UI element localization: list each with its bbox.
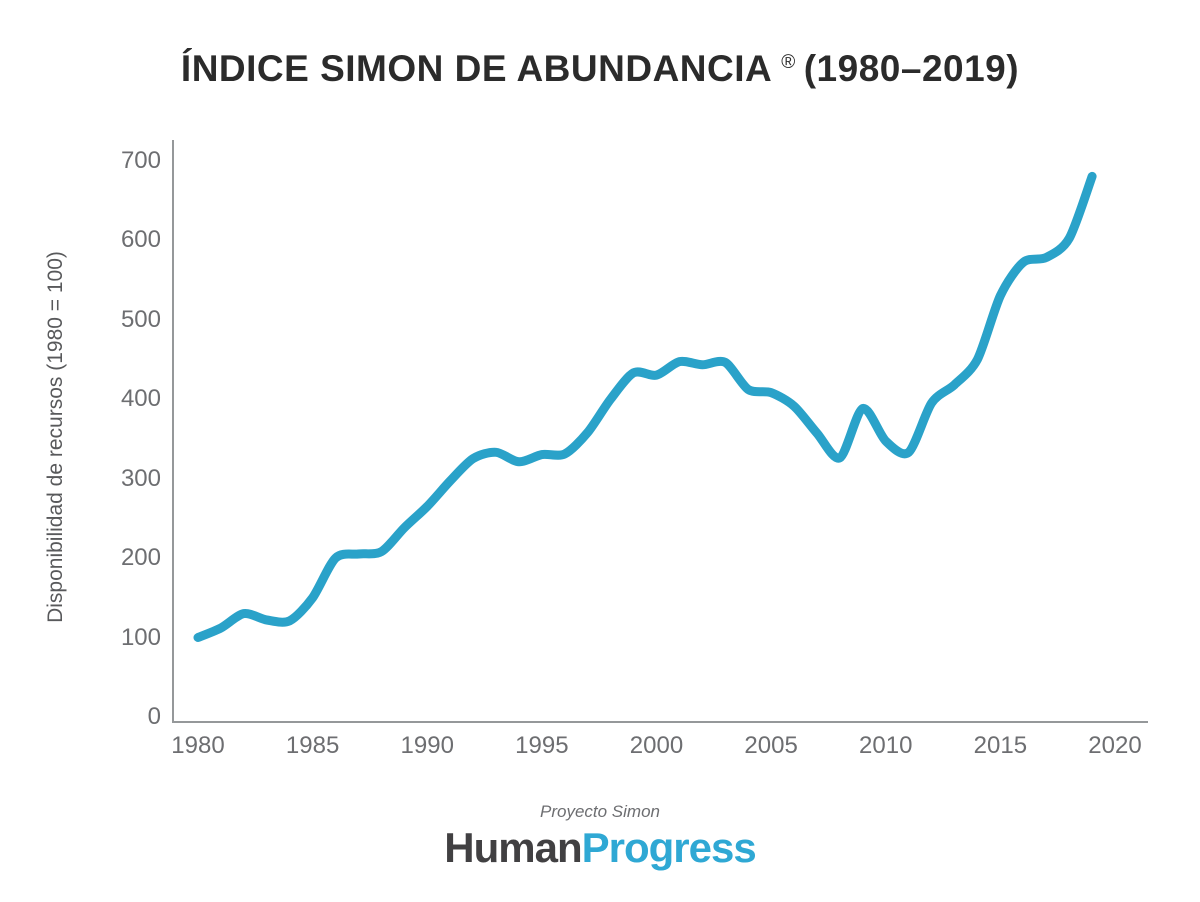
x-tick-label: 1995 bbox=[515, 732, 569, 759]
x-tick-label: 1985 bbox=[285, 732, 340, 759]
x-tick-label: 1990 bbox=[400, 732, 454, 759]
x-tick-label: 2000 bbox=[629, 732, 684, 759]
footer-subtitle: Proyecto Simon bbox=[540, 802, 660, 821]
y-tick-label: 500 bbox=[120, 305, 161, 333]
y-tick-label: 400 bbox=[120, 385, 161, 412]
registered-trademark-symbol: ® bbox=[781, 52, 796, 73]
chart-title: ÍNDICE SIMON DE ABUNDANCIA ® (1980–2019) bbox=[0, 48, 1200, 90]
y-tick-label: 600 bbox=[120, 226, 161, 253]
logo-text-human: Human bbox=[444, 824, 582, 871]
y-tick-label: 0 bbox=[147, 703, 161, 730]
chart-title-period: (1980–2019) bbox=[803, 48, 1020, 89]
logo-text-progress: Progress bbox=[581, 824, 757, 871]
abundance-index-line bbox=[193, 171, 1097, 642]
humanprogress-logo: HumanProgress bbox=[0, 824, 1200, 872]
x-tick-label: 2005 bbox=[744, 732, 798, 759]
chart-title-main: ÍNDICE SIMON DE ABUNDANCIA bbox=[180, 48, 773, 89]
y-tick-label: 700 bbox=[120, 146, 161, 174]
x-tick-label: 2010 bbox=[859, 732, 913, 759]
x-tick-label: 2020 bbox=[1088, 732, 1142, 759]
x-tick-label: 1980 bbox=[171, 732, 225, 759]
x-tick-label: 2015 bbox=[973, 732, 1028, 759]
y-tick-label: 200 bbox=[120, 544, 161, 571]
y-tick-label: 100 bbox=[120, 623, 161, 651]
y-tick-label: 300 bbox=[120, 464, 161, 492]
